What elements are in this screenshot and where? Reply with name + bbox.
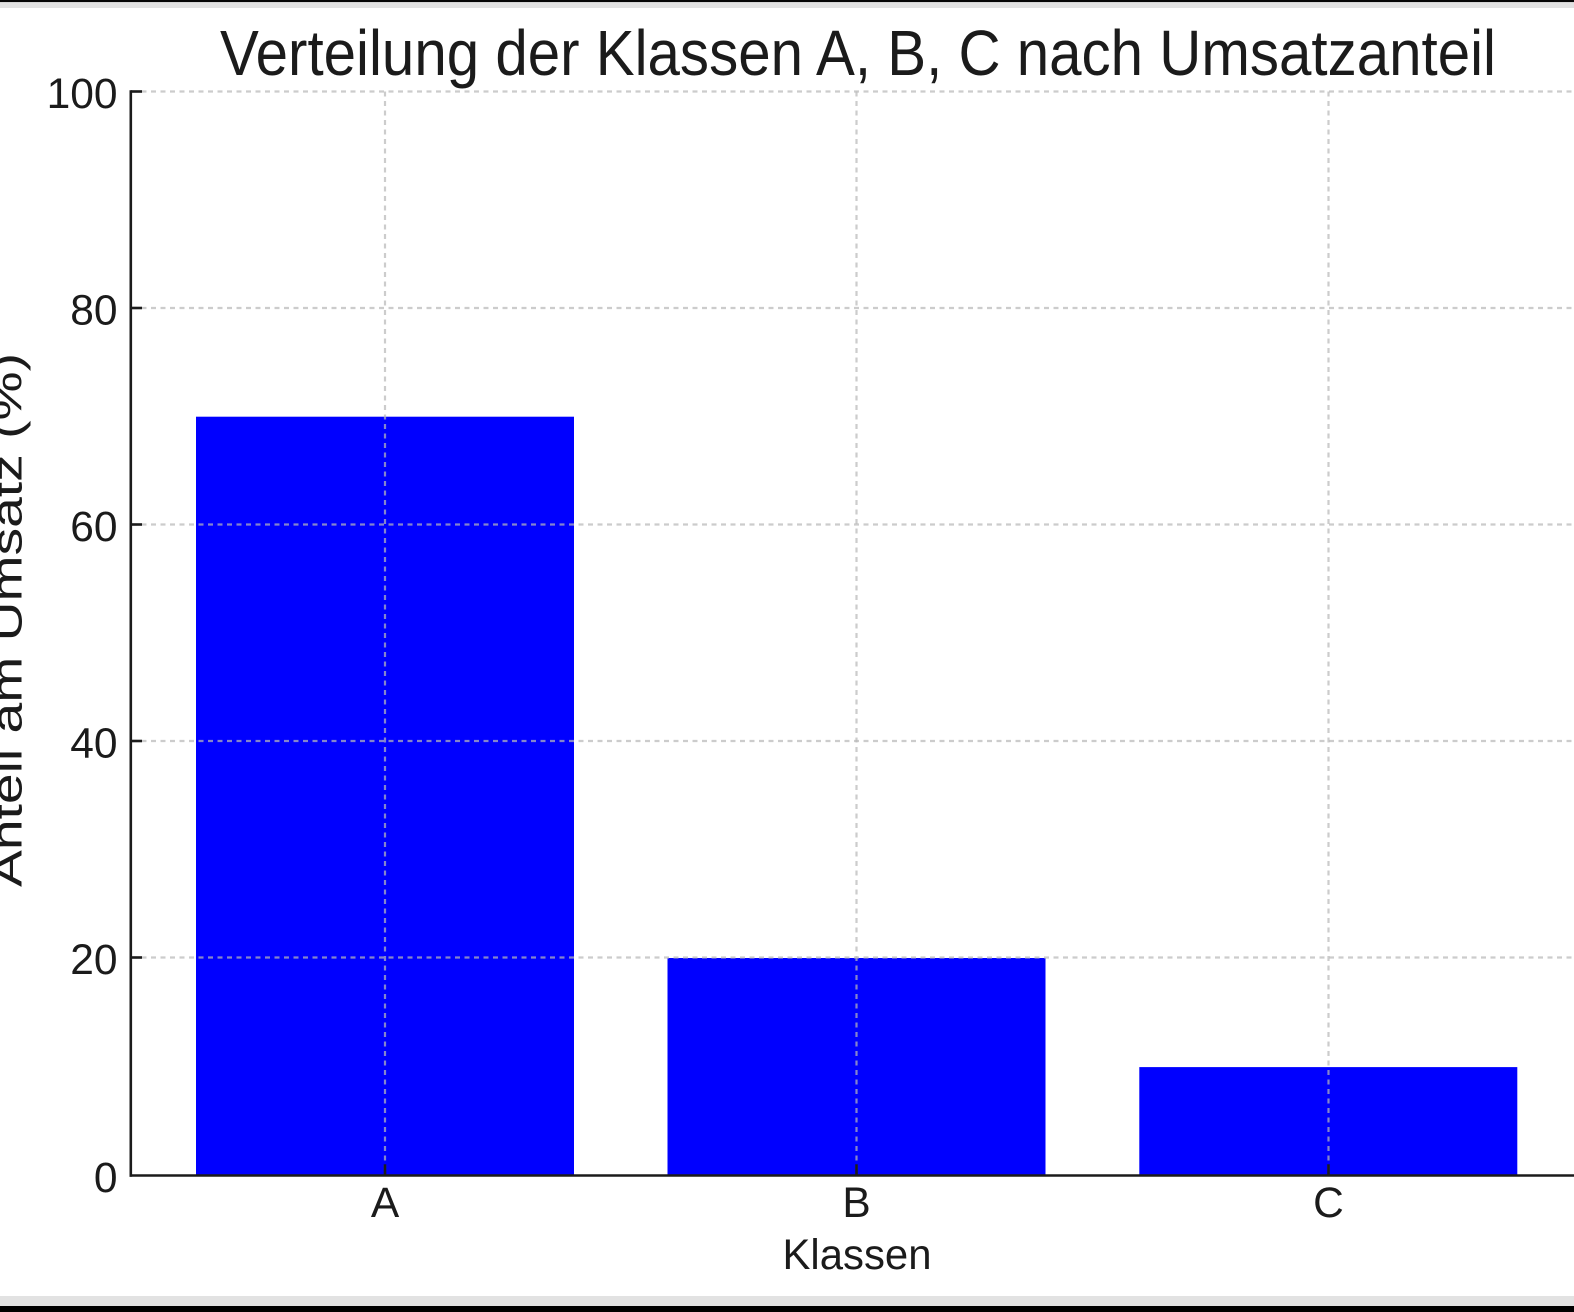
svg-text:60: 60 [70,504,117,551]
svg-text:C: C [1313,1180,1344,1227]
svg-text:B: B [842,1180,870,1227]
svg-text:A: A [371,1180,400,1227]
svg-text:0: 0 [94,1155,118,1202]
svg-text:40: 40 [70,720,117,767]
svg-text:Verteilung der Klassen A, B, C: Verteilung der Klassen A, B, C nach Umsa… [220,17,1496,89]
svg-text:20: 20 [70,937,117,984]
svg-text:100: 100 [47,71,118,118]
svg-text:Anteil am Umsatz (%): Anteil am Umsatz (%) [0,353,32,887]
svg-text:80: 80 [70,287,117,334]
svg-text:Klassen: Klassen [783,1232,932,1279]
